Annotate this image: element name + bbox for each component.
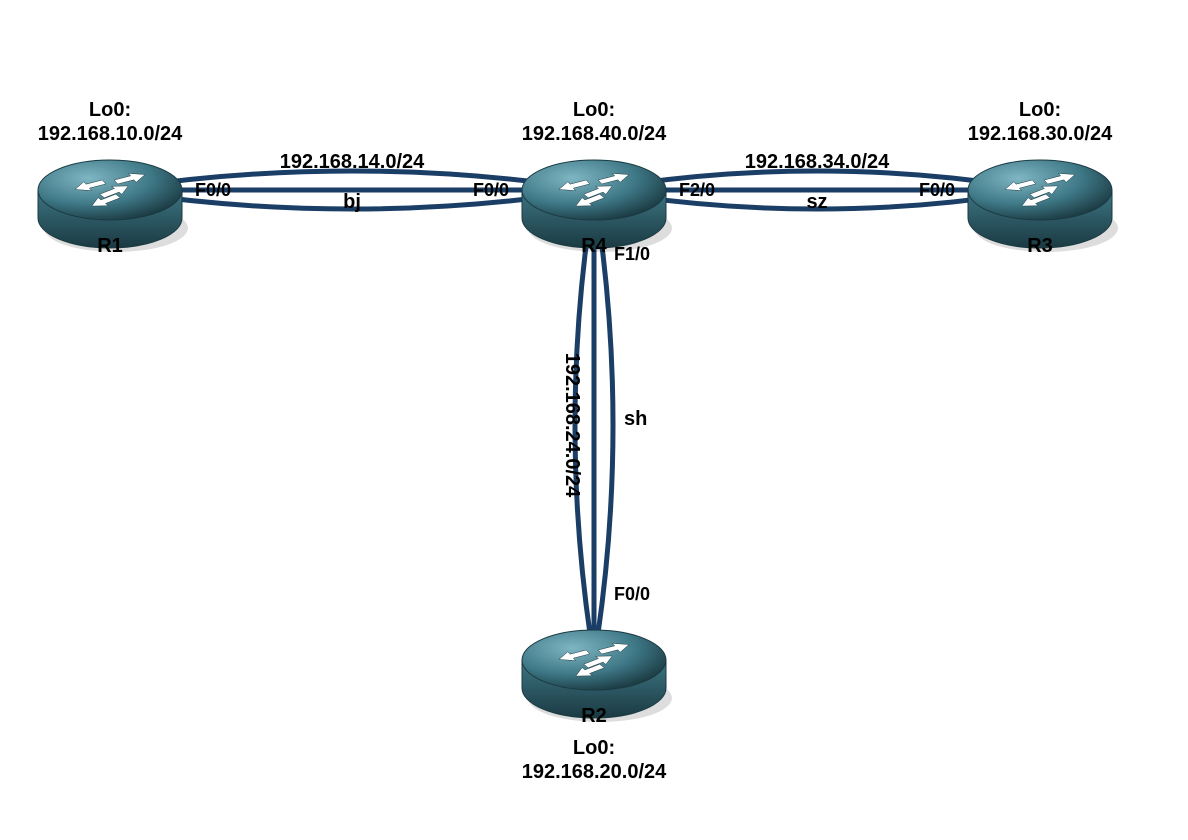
iface-label: F0/0 xyxy=(614,584,650,604)
link-subnet: 192.168.24.0/24 xyxy=(561,353,583,498)
loopback-subnet: 192.168.20.0/24 xyxy=(522,761,667,783)
link-area: bj xyxy=(343,191,361,213)
router-name: R4 xyxy=(581,235,607,257)
loopback-label: Lo0: xyxy=(573,99,615,121)
loopback-subnet: 192.168.30.0/24 xyxy=(968,123,1113,145)
router-name: R2 xyxy=(581,705,607,727)
link-area: sh xyxy=(624,408,647,430)
loopback-subnet: 192.168.40.0/24 xyxy=(522,123,667,145)
link-subnet: 192.168.14.0/24 xyxy=(280,151,425,173)
loopback-label: Lo0: xyxy=(89,99,131,121)
router-name: R1 xyxy=(97,235,123,257)
link-arc xyxy=(110,171,594,190)
iface-label: F0/0 xyxy=(473,180,509,200)
iface-label: F0/0 xyxy=(195,180,231,200)
iface-label: F0/0 xyxy=(919,180,955,200)
iface-label: F2/0 xyxy=(679,180,715,200)
loopback-subnet: 192.168.10.0/24 xyxy=(38,123,183,145)
link-subnet: 192.168.34.0/24 xyxy=(745,151,890,173)
link-area: sz xyxy=(806,191,827,213)
router-name: R3 xyxy=(1027,235,1053,257)
link-arc xyxy=(594,190,613,660)
loopback-label: Lo0: xyxy=(1019,99,1061,121)
loopback-label: Lo0: xyxy=(573,737,615,759)
